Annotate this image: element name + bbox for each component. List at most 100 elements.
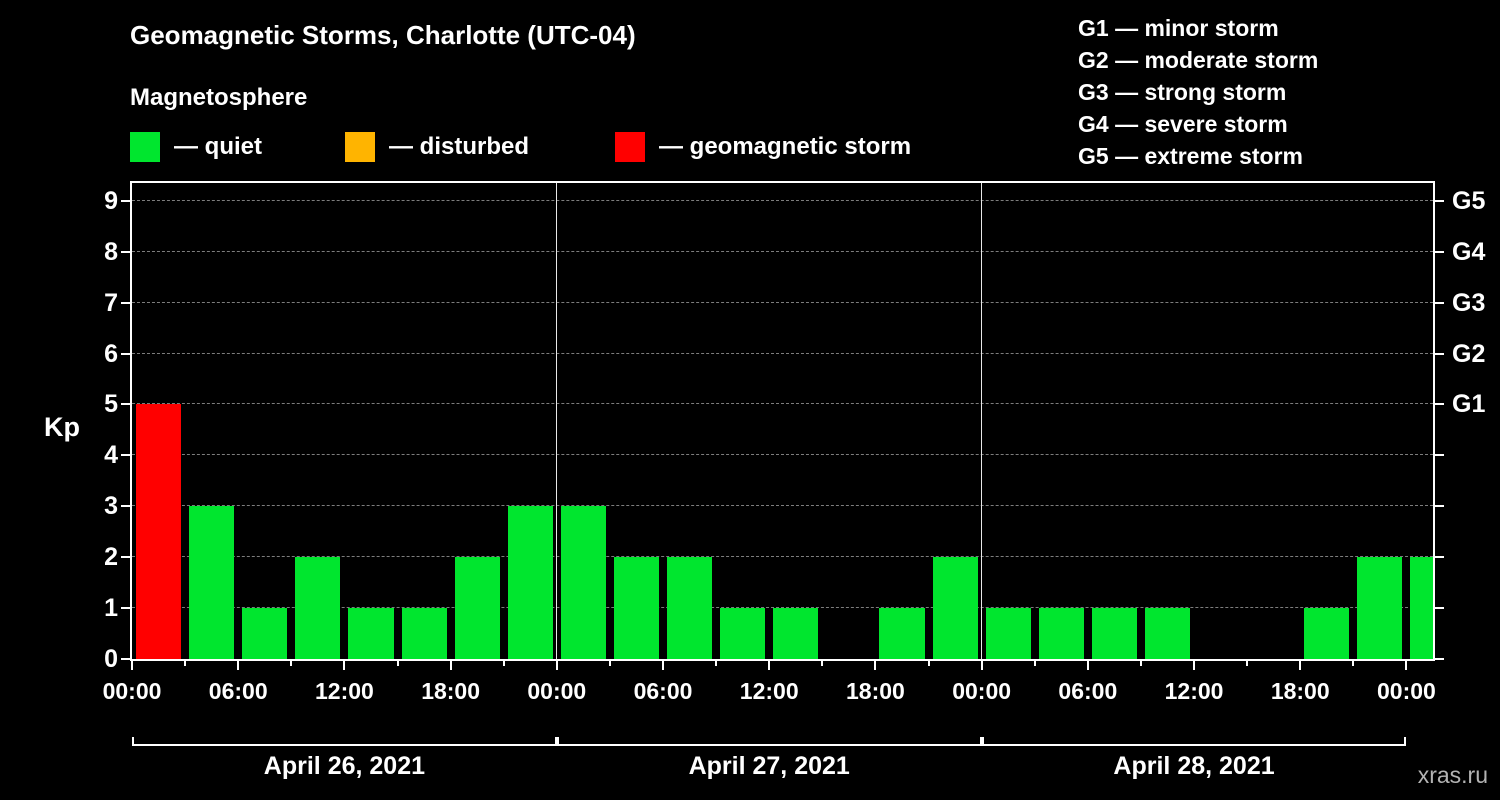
y-axis-label: 2 <box>104 543 118 572</box>
y-tick-left <box>121 403 130 406</box>
kp-bar <box>1410 557 1433 659</box>
g-scale-label: G3 <box>1452 288 1486 317</box>
x-axis-label: 18:00 <box>846 678 905 704</box>
grid-line <box>132 454 1433 456</box>
legend-item-quiet: — quiet <box>130 132 262 162</box>
y-tick-left <box>121 352 130 355</box>
date-label: April 26, 2021 <box>263 752 426 780</box>
y-tick-right <box>1435 403 1444 406</box>
x-tick <box>396 661 399 666</box>
x-tick <box>502 661 505 666</box>
x-tick <box>237 661 240 670</box>
x-axis-label: 00:00 <box>527 678 587 704</box>
y-axis-label: 3 <box>104 492 118 521</box>
x-axis-label: 18:00 <box>421 678 481 704</box>
kp-bar <box>667 557 713 659</box>
x-axis-label: 12:00 <box>1164 678 1224 704</box>
kp-bar <box>348 608 394 659</box>
y-tick-right <box>1435 199 1444 202</box>
x-axis-label: 00:00 <box>952 678 1012 704</box>
y-tick-left <box>121 607 130 610</box>
quiet-swatch-icon <box>130 132 160 162</box>
x-tick <box>1139 661 1142 666</box>
x-tick <box>715 661 718 666</box>
x-tick <box>1086 661 1089 670</box>
x-tick <box>1033 661 1036 666</box>
g-scale-label: G2 <box>1452 339 1486 368</box>
x-tick <box>874 661 877 670</box>
date-bracket <box>981 737 1407 746</box>
x-axis-label: 12:00 <box>314 678 374 704</box>
x-tick <box>290 661 293 666</box>
storm-scale-g5: G5 — extreme storm <box>1078 143 1303 169</box>
legend-label-disturbed: — disturbed <box>389 133 530 160</box>
x-axis-label: 06:00 <box>633 678 693 704</box>
x-tick <box>608 661 611 666</box>
x-axis-label: 06:00 <box>1058 678 1118 704</box>
x-tick <box>1405 661 1408 670</box>
chart-title: Geomagnetic Storms, Charlotte (UTC-04) <box>130 20 636 50</box>
g-scale-label: G5 <box>1452 186 1486 215</box>
x-tick <box>1193 661 1196 670</box>
grid-line <box>132 556 1433 558</box>
y-tick-right <box>1435 607 1444 610</box>
y-tick-right <box>1435 505 1444 508</box>
y-tick-left <box>121 301 130 304</box>
x-tick <box>131 661 133 670</box>
kp-bar <box>1144 608 1191 659</box>
y-axis-label: 5 <box>104 390 118 419</box>
y-tick-right <box>1435 454 1444 457</box>
grid-line <box>132 505 1433 507</box>
day-boundary-line <box>981 183 983 659</box>
y-tick-left <box>121 250 130 253</box>
kp-bar <box>295 557 341 659</box>
kp-bar <box>401 608 447 659</box>
grid-line <box>132 301 1433 303</box>
kp-bar <box>1038 608 1084 659</box>
y-tick-left <box>121 658 130 660</box>
x-tick <box>1352 661 1355 666</box>
y-tick-right <box>1435 352 1444 355</box>
x-tick <box>184 661 187 666</box>
date-label: April 27, 2021 <box>688 752 850 780</box>
grid-line <box>132 352 1433 354</box>
kp-bar <box>879 608 925 659</box>
kp-bar <box>189 506 235 659</box>
disturbed-swatch-icon <box>345 132 375 162</box>
x-tick <box>821 661 824 666</box>
x-tick <box>927 661 930 666</box>
kp-bar <box>932 557 978 659</box>
storm-scale-g2: G2 — moderate storm <box>1078 47 1319 73</box>
kp-bar <box>985 608 1031 659</box>
x-tick <box>980 661 983 670</box>
grid-line <box>132 607 1433 609</box>
kp-bar <box>1091 608 1137 659</box>
x-tick <box>1299 661 1302 670</box>
y-axis-label: 4 <box>104 441 118 470</box>
date-label: April 28, 2021 <box>1113 752 1275 780</box>
grid-line <box>132 403 1433 405</box>
g-scale-label: G1 <box>1452 390 1486 419</box>
y-tick-right <box>1435 250 1444 253</box>
plot-area <box>130 181 1435 661</box>
date-bracket <box>132 737 557 746</box>
grid-line <box>132 199 1433 201</box>
kp-bar <box>613 557 659 659</box>
x-tick <box>1246 661 1249 666</box>
y-tick-left <box>121 505 130 508</box>
watermark-link[interactable]: xras.ru <box>1417 762 1488 788</box>
legend-label-storm: — geomagnetic storm <box>659 133 912 160</box>
kp-bar <box>454 557 500 659</box>
storm-swatch-icon <box>615 132 645 162</box>
y-axis-label: 7 <box>104 288 118 317</box>
x-tick <box>768 661 771 670</box>
y-tick-right <box>1435 301 1444 304</box>
storm-scale-g3: G3 — strong storm <box>1078 79 1287 105</box>
y-tick-right <box>1435 658 1444 660</box>
y-axis-label: 1 <box>104 594 118 623</box>
legend-item-storm: — geomagnetic storm <box>615 132 911 162</box>
x-tick <box>449 661 452 670</box>
y-tick-left <box>121 199 130 202</box>
storm-scale-g4: G4 — severe storm <box>1078 111 1288 137</box>
x-axis-label: 00:00 <box>102 678 162 704</box>
